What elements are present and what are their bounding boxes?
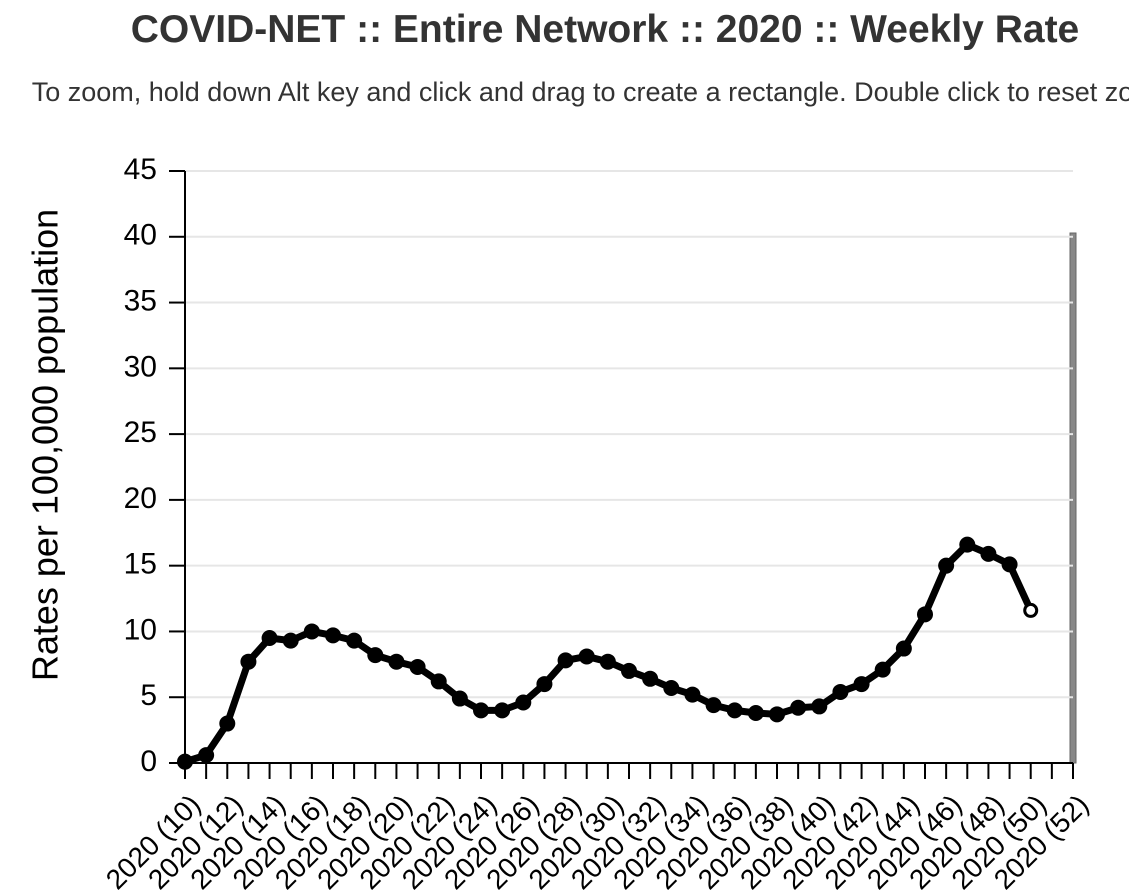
point (684, 686, 701, 703)
zoom-handle (1069, 232, 1077, 764)
y-tick-label: 5 (140, 679, 157, 712)
y-tick-label: 10 (124, 613, 157, 646)
y-tick-label: 35 (124, 284, 157, 317)
point (536, 676, 553, 693)
point (177, 753, 193, 770)
chart-subtitle: To zoom, hold down Alt key and click and… (31, 77, 1129, 107)
point (938, 557, 955, 574)
point (409, 658, 426, 675)
point (198, 747, 215, 764)
point (219, 715, 236, 732)
point (282, 632, 299, 649)
y-tick-label: 40 (124, 219, 157, 252)
point (726, 702, 743, 719)
y-tick-label: 25 (124, 416, 157, 449)
point (811, 698, 828, 715)
point (451, 690, 468, 707)
y-tick-label: 20 (124, 482, 157, 515)
point (642, 670, 659, 687)
point (621, 662, 637, 679)
y-axis-label: Rates per 100,000 population (25, 209, 66, 681)
point (578, 648, 595, 665)
point (599, 653, 616, 670)
point (980, 545, 997, 562)
y-tick-label: 0 (140, 745, 157, 778)
point (769, 706, 785, 723)
point (325, 627, 341, 644)
chart-title: COVID-NET :: Entire Network :: 2020 :: W… (130, 8, 1080, 51)
point (705, 697, 722, 714)
y-tick-label: 30 (124, 350, 157, 383)
point (874, 661, 891, 678)
point (895, 640, 912, 657)
point (917, 606, 933, 623)
point (747, 705, 764, 722)
point (240, 653, 257, 670)
point (303, 623, 320, 640)
point (1001, 556, 1018, 573)
y-tick-label: 45 (124, 153, 157, 186)
point (346, 632, 363, 649)
point (388, 653, 405, 670)
point (494, 702, 511, 719)
point (853, 676, 870, 693)
point (1023, 602, 1039, 618)
point (261, 630, 278, 647)
point (557, 652, 574, 669)
point (790, 699, 807, 716)
point (367, 647, 384, 664)
point (663, 680, 680, 697)
point (473, 702, 489, 719)
point (515, 694, 532, 711)
point (959, 536, 976, 553)
point (832, 683, 849, 700)
y-tick-label: 15 (124, 548, 157, 581)
point (430, 673, 447, 690)
